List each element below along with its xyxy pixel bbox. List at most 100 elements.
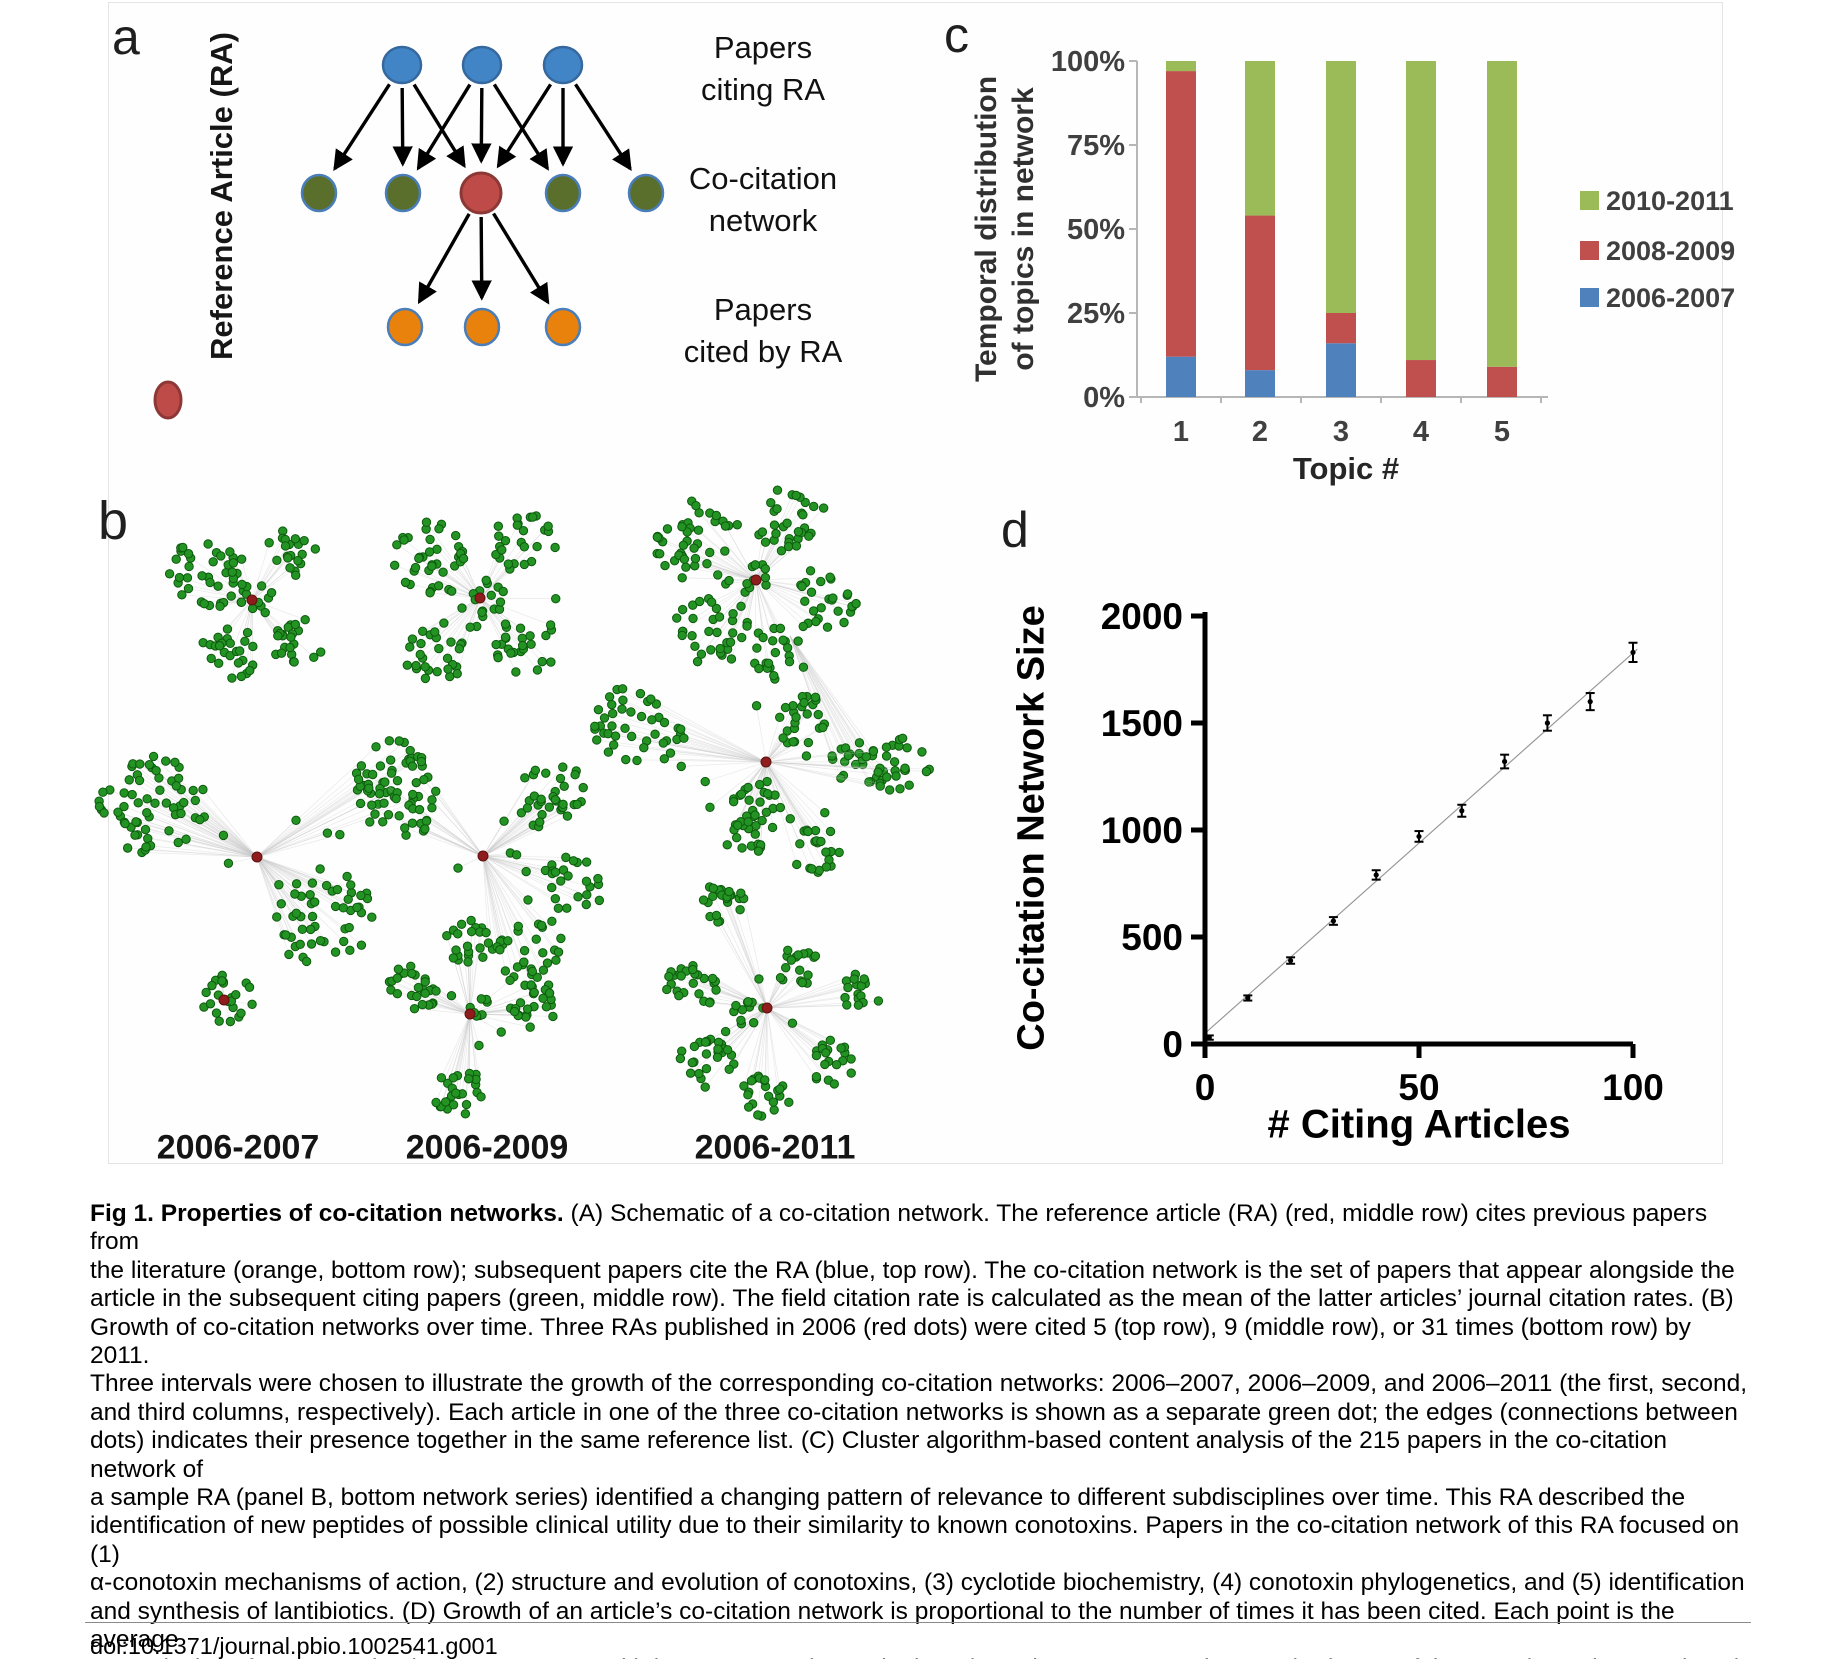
paper-dot xyxy=(706,597,717,607)
paper-dot xyxy=(754,663,764,674)
paper-dot xyxy=(573,892,583,902)
paper-dot xyxy=(603,747,614,757)
paper-dot xyxy=(690,553,701,564)
paper-dot xyxy=(407,761,418,771)
paper-dot xyxy=(424,547,435,557)
panel-b-label-2006-2011: 2006-2011 xyxy=(694,1128,856,1167)
paper-dot xyxy=(199,599,209,609)
paper-dot xyxy=(442,931,452,941)
data-point xyxy=(1585,692,1595,712)
paper-dot xyxy=(553,947,564,957)
paper-dot xyxy=(171,781,182,791)
data-point xyxy=(1204,1034,1214,1041)
paper-dot xyxy=(769,1105,779,1115)
paper-dot xyxy=(626,707,636,717)
panel-c-letter: c xyxy=(944,7,969,63)
paper-dot xyxy=(450,530,461,541)
paper-dot xyxy=(735,905,745,915)
paper-dot xyxy=(544,802,555,812)
paper-dot xyxy=(731,832,742,843)
reference-article-dot xyxy=(750,574,762,586)
paper-dot xyxy=(454,644,465,654)
paper-dot xyxy=(316,647,326,657)
panel-d-y-axis-title: Co-citation Network Size xyxy=(1010,605,1053,1051)
legend-label: 2006-2007 xyxy=(1606,283,1735,313)
paper-dot xyxy=(527,966,538,977)
paper-dot xyxy=(307,911,318,922)
paper-dot xyxy=(513,921,524,931)
paper-dot xyxy=(520,773,530,783)
paper-dot xyxy=(399,535,409,545)
data-point xyxy=(1286,956,1296,965)
paper-dot xyxy=(190,795,201,806)
paper-dot xyxy=(724,575,734,586)
paper-dot xyxy=(821,862,832,872)
paper-dot xyxy=(378,817,388,827)
paper-dot xyxy=(181,834,191,844)
co-citation-network-graph xyxy=(652,485,889,787)
paper-dot xyxy=(491,639,501,650)
paper-dot xyxy=(505,975,515,986)
paper-dot xyxy=(881,751,892,761)
paper-dot xyxy=(900,763,910,773)
paper-dot xyxy=(748,1018,759,1028)
paper-dot xyxy=(750,829,760,839)
citation-arrow xyxy=(416,83,472,171)
paper-dot xyxy=(820,1059,830,1070)
paper-dot xyxy=(523,895,533,905)
paper-dot xyxy=(365,817,375,827)
paper-dot xyxy=(178,542,188,553)
paper-dot xyxy=(225,638,235,649)
paper-dot xyxy=(309,652,319,663)
paper-dot xyxy=(431,986,441,996)
paper-dot xyxy=(676,971,686,981)
paper-dot xyxy=(733,820,743,830)
co-citation-network-node xyxy=(300,173,338,213)
paper-dot xyxy=(355,798,366,809)
paper-dot xyxy=(512,520,523,530)
paper-dot xyxy=(808,606,819,616)
paper-dot xyxy=(452,668,462,679)
paper-dot xyxy=(821,847,831,857)
paper-dot xyxy=(720,521,731,531)
paper-dot xyxy=(171,554,181,564)
paper-dot xyxy=(556,876,566,886)
paper-dot xyxy=(803,826,813,837)
paper-dot xyxy=(712,1052,723,1063)
paper-dot xyxy=(676,761,686,772)
co-citation-network-graph xyxy=(384,915,558,1119)
panel-d-x-axis-title: # Citing Articles xyxy=(1267,1102,1571,1147)
paper-dot xyxy=(700,1037,711,1047)
paper-dot xyxy=(736,601,746,611)
paper-dot xyxy=(794,965,805,975)
paper-dot xyxy=(736,1015,746,1025)
paper-dot xyxy=(728,609,738,619)
paper-dot xyxy=(343,894,353,904)
paper-dot xyxy=(758,632,768,643)
paper-dot xyxy=(694,596,705,607)
paper-dot xyxy=(231,989,241,1000)
paper-dot xyxy=(519,542,530,552)
paper-dot xyxy=(846,1068,856,1078)
paper-dot xyxy=(545,620,556,630)
bar-segment-2006-2007 xyxy=(1326,343,1356,397)
paper-dot xyxy=(134,775,145,786)
paper-dot xyxy=(392,775,403,786)
paper-dot xyxy=(676,724,686,734)
paper-dot xyxy=(754,974,764,984)
paper-dot xyxy=(594,895,605,906)
bar-segment-2010-2011 xyxy=(1326,61,1356,313)
paper-dot xyxy=(500,535,511,546)
paper-dot xyxy=(688,613,698,624)
panel-a-label-network: Co-citation network xyxy=(689,158,837,242)
paper-dot xyxy=(599,713,610,723)
paper-dot xyxy=(704,626,714,637)
paper-dot xyxy=(849,974,859,984)
paper-dot xyxy=(214,1016,224,1026)
paper-dot xyxy=(233,658,244,668)
paper-dot xyxy=(407,818,418,828)
paper-dot xyxy=(778,635,788,645)
paper-dot xyxy=(330,901,341,912)
paper-dot xyxy=(499,816,509,826)
paper-dot xyxy=(291,879,302,889)
